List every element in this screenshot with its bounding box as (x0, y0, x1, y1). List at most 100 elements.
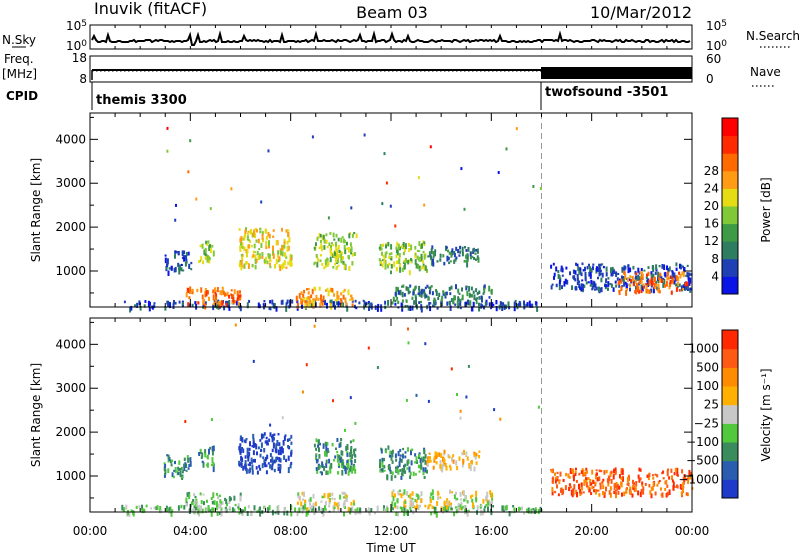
velocity-echo-cell (534, 507, 537, 510)
power-echo-cell (480, 303, 483, 309)
velocity-echo-cell (589, 479, 592, 483)
velocity-echo-cell (316, 458, 319, 463)
power-echo-cell (336, 248, 339, 254)
velocity-echo-cell (194, 495, 197, 499)
power-echo-cell (184, 255, 187, 258)
velocity-echo-cell (396, 498, 399, 504)
velocity-echo-cell (473, 453, 476, 457)
velocity-colorbar-tick: 1000 (688, 342, 719, 356)
velocity-echo-cell (452, 459, 455, 464)
power-echo-cell (198, 260, 201, 264)
velocity-echo-cell (188, 464, 191, 467)
velocity-echo-cell (244, 506, 247, 511)
power-echo-cell (239, 237, 242, 243)
power-echo-cell (495, 300, 498, 305)
velocity-echo-cell (680, 491, 683, 496)
velocity-echo-cell (287, 467, 290, 474)
velocity-echo-cell (324, 450, 326, 455)
velocity-echo-cell (551, 468, 554, 474)
velocity-echo-cell (219, 503, 222, 509)
power-echo-cell (380, 251, 383, 256)
power-echo-cell (183, 257, 186, 262)
power-echo-cell (382, 243, 384, 247)
power-echo-cell (432, 304, 435, 307)
power-echo-cell (663, 279, 666, 285)
velocity-echo-cell (379, 458, 382, 465)
velocity-echo-cell (417, 494, 420, 500)
power-echo-cell (515, 127, 518, 131)
velocity-echo-cell (409, 493, 412, 500)
velocity-echo-cell (287, 445, 290, 449)
velocity-echo-cell (160, 509, 163, 514)
power-echo-cell (258, 253, 261, 260)
velocity-echo-cell (462, 458, 465, 465)
power-echo-cell (476, 292, 479, 296)
power-echo-cell (268, 262, 271, 266)
power-echo-cell (445, 246, 448, 249)
power-echo-cell (177, 262, 180, 268)
velocity-echo-cell (586, 477, 589, 481)
power-echo-cell (368, 306, 370, 311)
velocity-echo-cell (400, 458, 403, 463)
power-echo-cell (478, 290, 481, 294)
power-echo-cell (495, 306, 498, 312)
velocity-echo-cell (416, 504, 419, 510)
velocity-echo-cell (450, 507, 453, 511)
power-echo-cell (306, 288, 308, 291)
power-echo-cell (384, 300, 387, 305)
power-echo-cell (195, 197, 198, 201)
power-echo-cell (434, 249, 437, 253)
power-echo-cell (651, 281, 654, 287)
velocity-echo-cell (203, 501, 205, 506)
power-echo-cell (627, 267, 630, 270)
power-echo-cell (580, 283, 583, 288)
power-echo-cell (654, 271, 657, 275)
velocity-echo-cell (621, 469, 624, 476)
power-echo-cell (178, 269, 181, 275)
velocity-echo-cell (269, 432, 272, 437)
velocity-echo-cell (615, 493, 617, 499)
velocity-echo-cell (480, 504, 483, 507)
power-echo-cell (422, 263, 425, 268)
power-echo-cell (173, 267, 176, 273)
power-echo-cell (272, 253, 275, 259)
velocity-echo-cell (578, 472, 581, 476)
power-echo-cell (398, 258, 401, 264)
velocity-echo-cell (453, 494, 456, 500)
power-echo-cell (239, 247, 242, 252)
velocity-echo-cell (225, 499, 228, 505)
power-echo-cell (447, 256, 450, 261)
power-echo-cell (254, 264, 257, 270)
velocity-echo-cell (661, 492, 664, 498)
velocity-echo-cell (374, 511, 377, 515)
velocity-echo-cell (354, 469, 357, 474)
cpid-program-2: twofsound -3501 (545, 85, 668, 100)
power-echo-cell (283, 244, 286, 249)
power-echo-cell (272, 235, 275, 238)
power-echo-cell (429, 145, 432, 149)
velocity-echo-cell (224, 497, 227, 502)
velocity-echo-cell (456, 497, 459, 501)
power-echo-cell (363, 133, 366, 137)
power-echo-cell (258, 248, 261, 251)
cpid-strip: CPID themis 3300 twofsound -3501 (6, 82, 668, 110)
power-echo-cell (414, 245, 417, 250)
velocity-echo-cell (615, 482, 617, 488)
velocity-echo-cell (578, 483, 580, 490)
velocity-echo-cell (457, 507, 460, 513)
velocity-echo-cell (228, 496, 231, 502)
velocity-echo-cell (665, 480, 668, 485)
velocity-echo-cell (455, 509, 458, 514)
power-echo-cell (647, 266, 650, 269)
velocity-echo-cell (626, 477, 629, 483)
velocity-echo-cell (410, 449, 412, 456)
velocity-echo-cell (688, 469, 691, 476)
power-echo-cell (290, 257, 293, 260)
velocity-echo-cell (418, 495, 421, 500)
power-echo-cell (661, 264, 664, 269)
velocity-echo-cell (579, 492, 582, 497)
velocity-echo-cell (608, 490, 611, 495)
power-echo-cell (679, 263, 681, 269)
power-echo-cell (470, 251, 473, 254)
power-echo-cell (130, 305, 133, 311)
